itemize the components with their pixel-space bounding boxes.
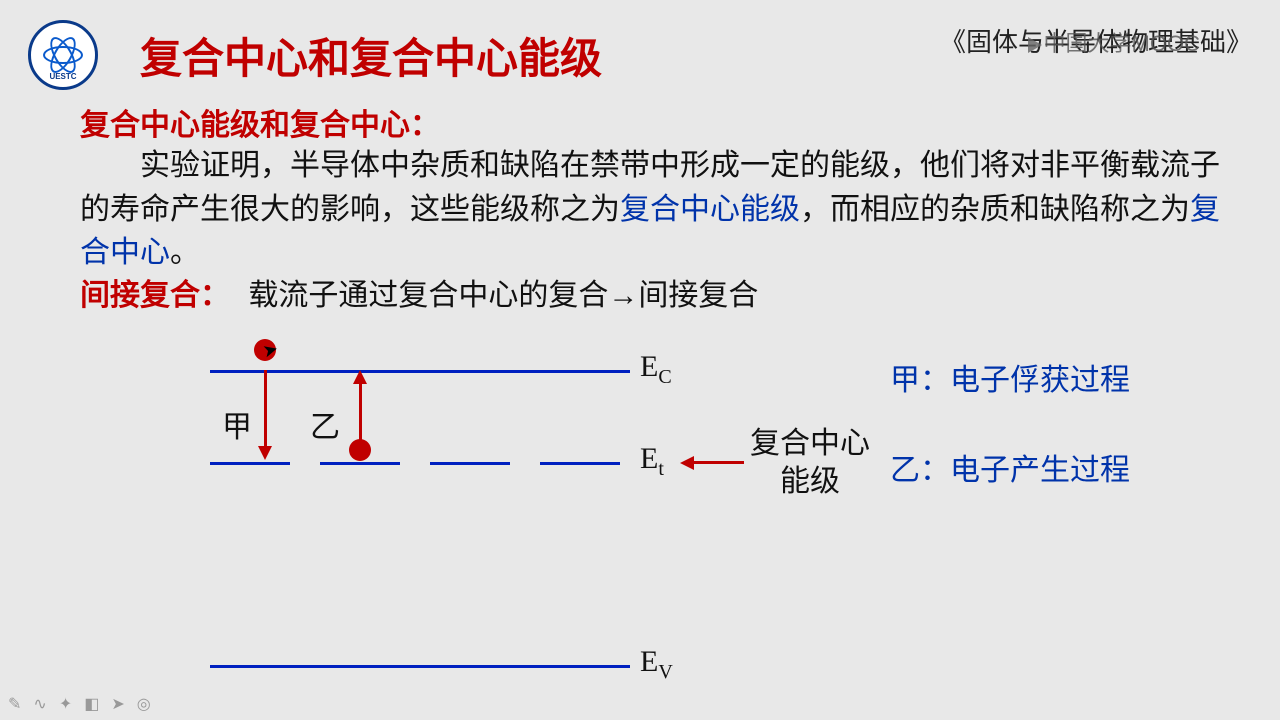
et-caption: 复合中心 能级 [750,425,870,500]
electron-dot-yi [349,439,371,461]
et-line-seg [320,462,400,465]
jia-label: 甲 [222,402,252,446]
pointer-icon[interactable]: ➤ [111,694,124,714]
section-definition: 复合中心能级和复合中心： 实验证明，半导体中杂质和缺陷在禁带中形成一定的能级，他… [80,100,1220,275]
slide: UESTC 《固体与半导体物理基础》 中国大学MOOC 复合中心和复合中心能级 … [0,0,1280,720]
uestc-logo: UESTC [28,20,98,90]
ev-label: EV [640,645,673,684]
legend-yi: 乙：电子产生过程 [890,445,1130,489]
slide-title: 复合中心和复合中心能级 [140,25,602,86]
jia-arrow-head [258,446,272,460]
definition-body: 实验证明，半导体中杂质和缺陷在禁带中形成一定的能级，他们将对非平衡载流子的寿命产… [80,144,1220,275]
ec-line [210,370,630,373]
yi-label: 乙 [310,402,340,446]
energy-diagram: EC Et 复合中心 能级 EV 甲 乙 甲：电子俘获过 [210,320,1210,690]
et-arrow-head [680,456,694,470]
definition-heading: 复合中心能级和复合中心： [80,100,1220,144]
ec-label: EC [640,350,672,389]
watermark: 中国大学MOOC [1028,26,1200,58]
stamp-icon[interactable]: ✦ [59,694,72,714]
target-icon[interactable]: ◎ [137,694,151,714]
et-line-seg [430,462,510,465]
pen-icon[interactable]: ✎ [8,694,21,714]
indirect-text: 载流子通过复合中心的复合→间接复合 [248,279,758,312]
et-line-seg [540,462,620,465]
section-indirect: 间接复合： 载流子通过复合中心的复合→间接复合 [80,270,758,314]
ev-line [210,665,630,668]
eraser-icon[interactable]: ◧ [84,694,99,714]
yi-arrow-head [353,370,367,384]
indirect-label: 间接复合： [80,279,230,312]
et-arrow-shaft [694,461,744,464]
jia-arrow-shaft [264,370,267,448]
annotation-toolbar[interactable]: ✎ ∿ ✦ ◧ ➤ ◎ [8,694,151,714]
et-label: Et [640,442,664,481]
wave-icon[interactable]: ∿ [33,694,46,714]
legend-jia: 甲：电子俘获过程 [890,355,1130,399]
electron-dot-jia [254,339,276,361]
et-line-seg [210,462,290,465]
